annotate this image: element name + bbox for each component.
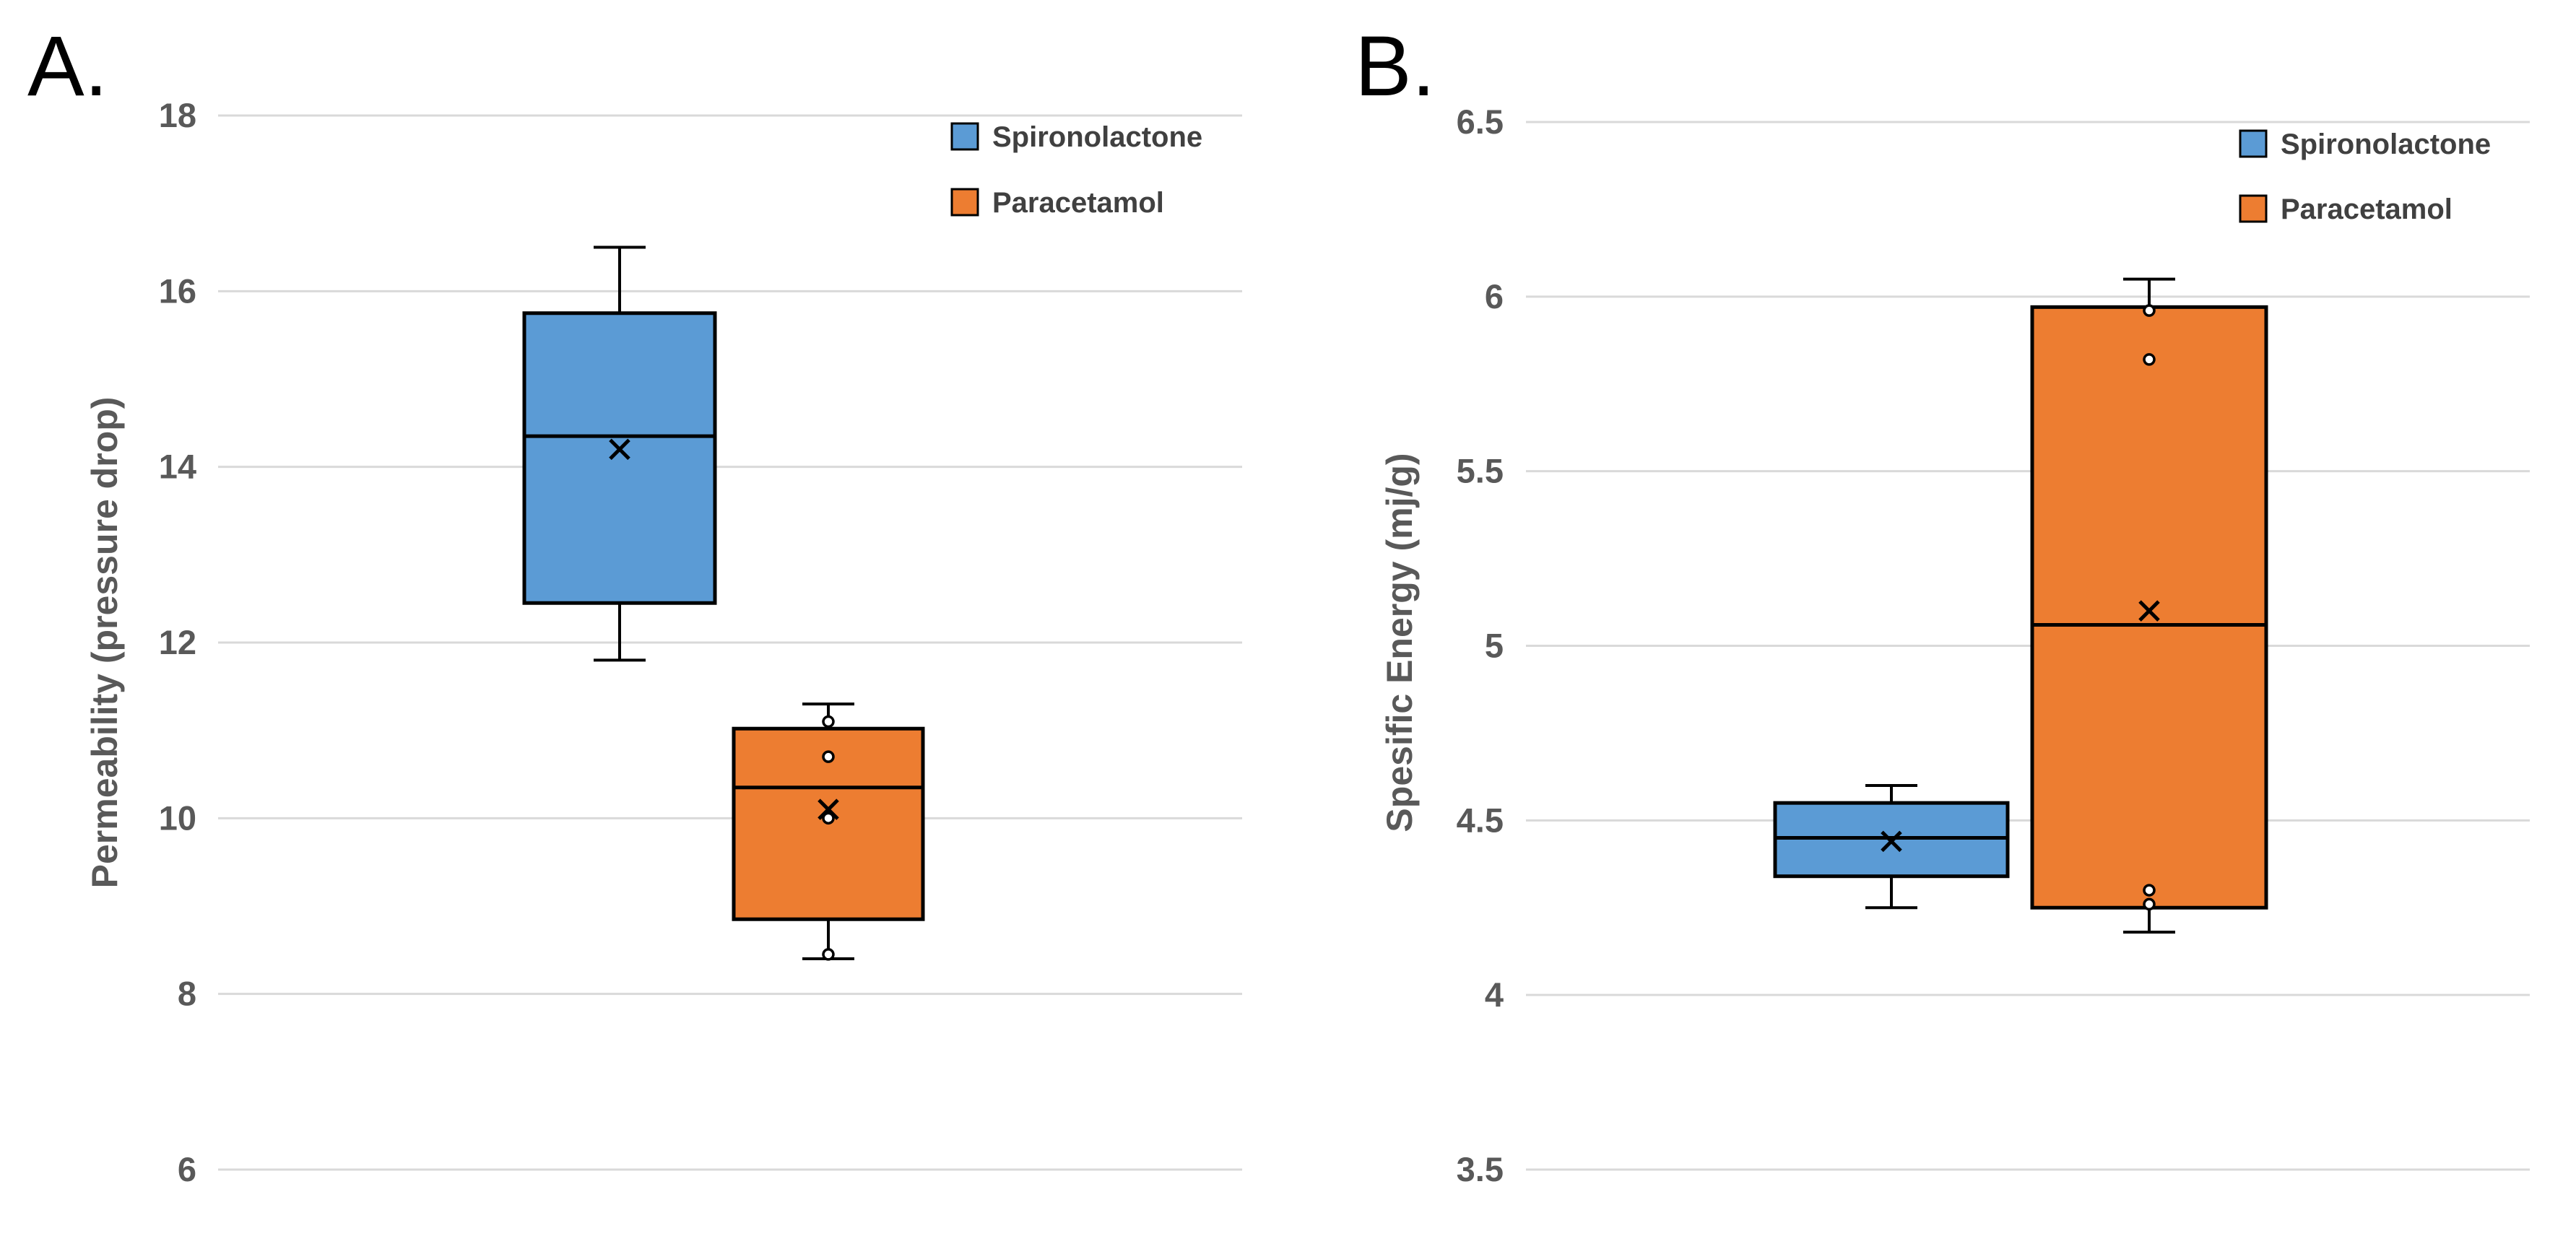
y-tick-label-a: 6 (178, 1150, 196, 1188)
data-point-paracetamol-b (2143, 353, 2156, 366)
data-point-paracetamol-a (822, 948, 835, 961)
legend-swatch-paracetamol-a (950, 188, 979, 217)
y-tick-label-b: 5 (1485, 627, 1504, 665)
gridlines-a (218, 114, 1242, 1171)
y-tick-labels-a: 6 8 10 12 14 16 18 (159, 96, 196, 1188)
y-tick-label-b: 6 (1485, 277, 1504, 315)
mean-marker-paracetamol-b (2138, 600, 2160, 622)
data-point-paracetamol-b (2143, 884, 2156, 897)
legend-label-paracetamol-b: Paracetamol (2281, 193, 2453, 225)
mean-marker-spironolactone-b (1881, 830, 1902, 853)
y-tick-label-b: 3.5 (1457, 1150, 1504, 1188)
y-tick-label-b: 4.5 (1457, 801, 1504, 839)
chart-panel-a: A. 6 8 10 12 14 16 18 Permeability (pressure d… (27, 19, 1242, 1188)
y-tick-labels-b: 3.5 4 4.5 5 5.5 6 6.5 (1457, 103, 1504, 1188)
legend-swatch-spironolactone-b (2239, 129, 2268, 158)
gridlines-b (1526, 121, 2530, 1171)
legend-b: Spironolactone Paracetamol (2239, 129, 2491, 225)
legend-swatch-spironolactone-a (950, 122, 979, 151)
legend-label-spironolactone-b: Spironolactone (2281, 129, 2491, 160)
data-point-paracetamol-a (822, 715, 835, 728)
data-point-paracetamol-b (2143, 897, 2156, 911)
y-tick-label-b: 6.5 (1457, 103, 1504, 141)
box-paracetamol-b (2030, 305, 2268, 910)
boxes-b (1773, 277, 2268, 934)
legend-label-paracetamol-a: Paracetamol (992, 187, 1164, 219)
box-spironolactone-a (522, 311, 717, 605)
data-point-paracetamol-b (2143, 304, 2156, 317)
boxes-a (522, 245, 925, 961)
mean-marker-spironolactone-a (609, 438, 630, 461)
y-axis-label-b: Spesific Energy (mj/g) (1379, 453, 1420, 832)
panel-label-b: B. (1355, 19, 1436, 114)
chart-panel-b: B. 3.5 4 4.5 5 5.5 6 6.5 Spesific Energy (mj/g… (1355, 19, 2530, 1188)
legend-swatch-paracetamol-b (2239, 194, 2268, 223)
y-tick-label-a: 16 (159, 271, 196, 310)
y-tick-label-a: 12 (159, 623, 196, 661)
y-tick-label-a: 10 (159, 798, 196, 837)
panel-label-a: A. (27, 19, 108, 114)
y-axis-label-a: Permeability (pressure drop) (84, 397, 125, 889)
y-tick-label-b: 4 (1485, 975, 1504, 1014)
mean-marker-paracetamol-a (818, 798, 839, 820)
y-tick-label-a: 14 (159, 448, 196, 486)
data-point-paracetamol-a (822, 750, 835, 763)
y-tick-label-b: 5.5 (1457, 452, 1504, 490)
data-point-paracetamol-a (822, 811, 835, 825)
legend-a: Spironolactone Paracetamol (950, 121, 1202, 219)
y-tick-label-a: 18 (159, 96, 196, 134)
legend-label-spironolactone-a: Spironolactone (992, 121, 1202, 153)
y-tick-label-a: 8 (178, 975, 196, 1013)
